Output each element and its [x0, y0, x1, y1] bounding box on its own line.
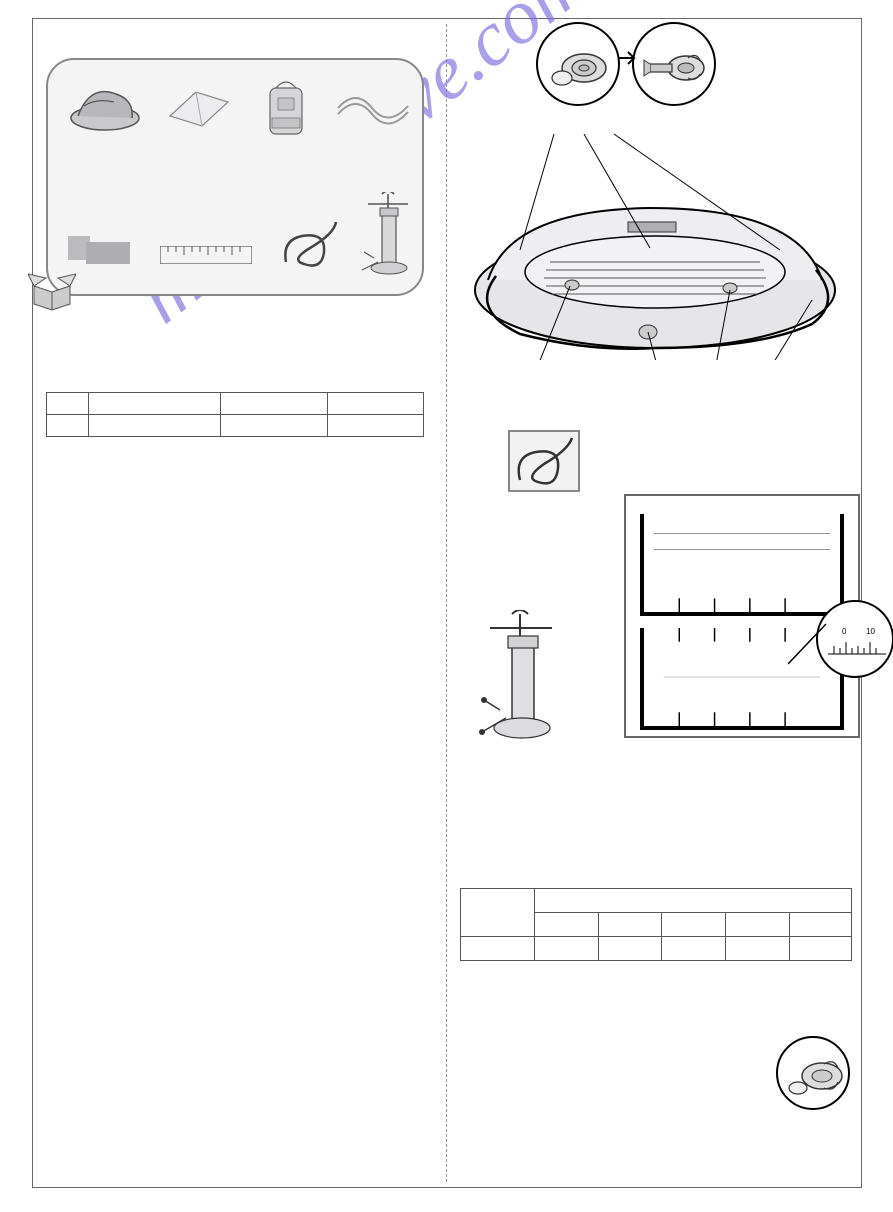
rope-icon-box [508, 430, 580, 492]
folded-paper-icon [166, 86, 232, 130]
deflate-valve-icon [776, 1036, 850, 1110]
connector-line [788, 620, 832, 668]
arrow-icon [616, 48, 640, 68]
svg-text:0: 0 [842, 627, 847, 636]
backpack-icon [258, 74, 314, 140]
spec-table-left [46, 392, 424, 437]
column-divider [446, 24, 447, 1182]
table-row [47, 415, 424, 437]
inflatable-boat-icon [68, 78, 142, 134]
right-column: 0 10 [456, 20, 856, 1180]
rope-icon [280, 218, 340, 272]
open-box-icon [28, 264, 76, 312]
patch-squares-icon [68, 230, 132, 268]
boat-diagram [460, 130, 850, 360]
table-row [461, 889, 852, 913]
ruler-icon [160, 246, 252, 264]
ruler-scale-top [640, 514, 844, 616]
straps-icon [332, 84, 414, 132]
valve-open-icon [632, 22, 716, 106]
hand-pump-icon [476, 610, 566, 750]
svg-text:10: 10 [866, 627, 875, 636]
components-panel [46, 58, 424, 296]
valve-close-icon [536, 22, 620, 106]
table-row [47, 393, 424, 415]
table-row [461, 937, 852, 961]
hand-pump-icon [360, 192, 416, 276]
pressure-table [460, 888, 852, 961]
